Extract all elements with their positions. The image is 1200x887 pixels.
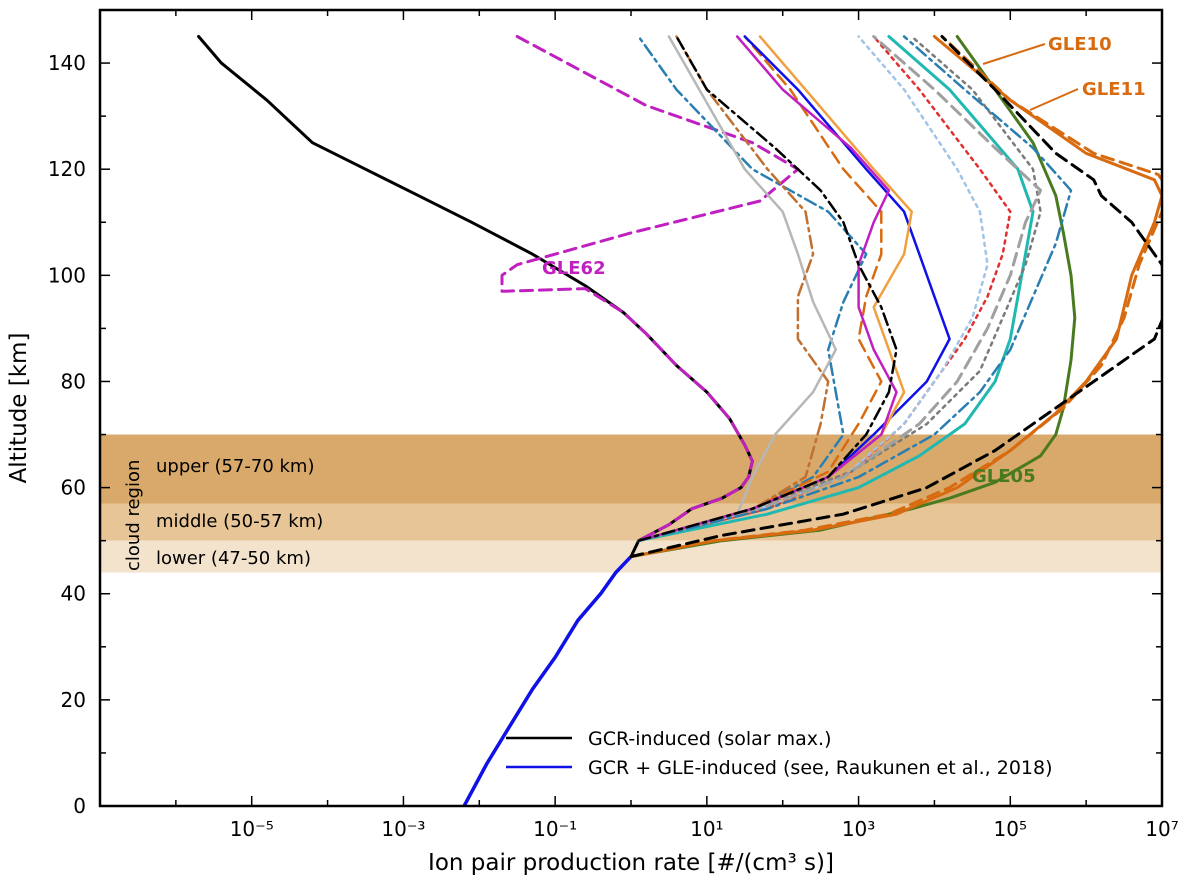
legend: GCR-induced (solar max.) GCR + GLE-induc… [506,728,1053,779]
x-tick-label: 10⁵ [994,817,1027,841]
annotation-gle10: GLE10 [1048,34,1112,55]
y-tick-label: 140 [48,51,86,75]
series-layer [197,35,1162,806]
band-label-lower: lower (47-50 km) [156,548,311,569]
y-tick-label: 80 [61,369,86,393]
series-gle-b [637,35,838,542]
band-label-upper: upper (57-70 km) [156,456,314,477]
series-gle-e [637,35,1035,543]
x-axis-title: Ion pair production rate [#/(cm³ s)] [428,850,834,876]
y-tick-label: 40 [61,582,86,606]
series-gle-a [637,35,868,542]
series-gle-l [637,35,1073,542]
x-tick-label: 10⁻¹ [533,817,577,841]
annotation-gle10-pointer [982,43,1046,65]
x-tick-labels: 10⁻⁵ 10⁻³ 10⁻¹ 10¹ 10³ 10⁵ 10⁷ [230,817,1179,841]
y-tick-label: 60 [61,476,86,500]
series-gle-k [637,35,1043,543]
series-gle11 [629,35,1162,559]
series-gle-j [637,35,830,542]
series-gle-i [637,35,1042,542]
series-gle10 [629,35,1162,559]
series-gle62 [500,35,800,543]
legend-label-gcr: GCR-induced (solar max.) [588,728,832,750]
annotation-gle62: GLE62 [542,258,606,279]
series-gle-c [637,35,883,542]
y-axis-title: Altitude [km] [6,333,32,484]
y-tick-label: 100 [48,263,86,287]
legend-label-gle: GCR + GLE-induced (see, Raukunen et al.,… [588,757,1053,779]
x-tick-label: 10³ [842,817,875,841]
series-gcr-induced-solar-max [197,35,754,806]
y-tick-label: 120 [48,157,86,181]
annotation-gle11: GLE11 [1082,79,1146,100]
y-tick-labels: 0 20 40 60 80 100 120 140 [48,51,86,818]
series-gcr-gle-induced-see-raukunen-et-al-2018 [462,554,633,806]
annotation-gle05: GLE05 [972,466,1036,487]
series-gle-h [637,35,989,542]
x-tick-label: 10⁻⁵ [230,817,274,841]
annotation-gle11-pointer [1029,88,1079,111]
y-tick-label: 20 [61,688,86,712]
cloud-region-label: cloud region [123,460,144,571]
axis-ticks [99,10,1163,807]
series-gle-black-dash [629,35,1162,559]
x-tick-label: 10⁷ [1145,817,1178,841]
x-tick-label: 10⁻³ [381,817,425,841]
y-tick-label: 0 [73,794,86,818]
band-label-middle: middle (50-57 km) [156,511,323,532]
series-gle-n [637,35,898,542]
band-middle [100,503,1162,541]
x-tick-label: 10¹ [690,817,723,841]
